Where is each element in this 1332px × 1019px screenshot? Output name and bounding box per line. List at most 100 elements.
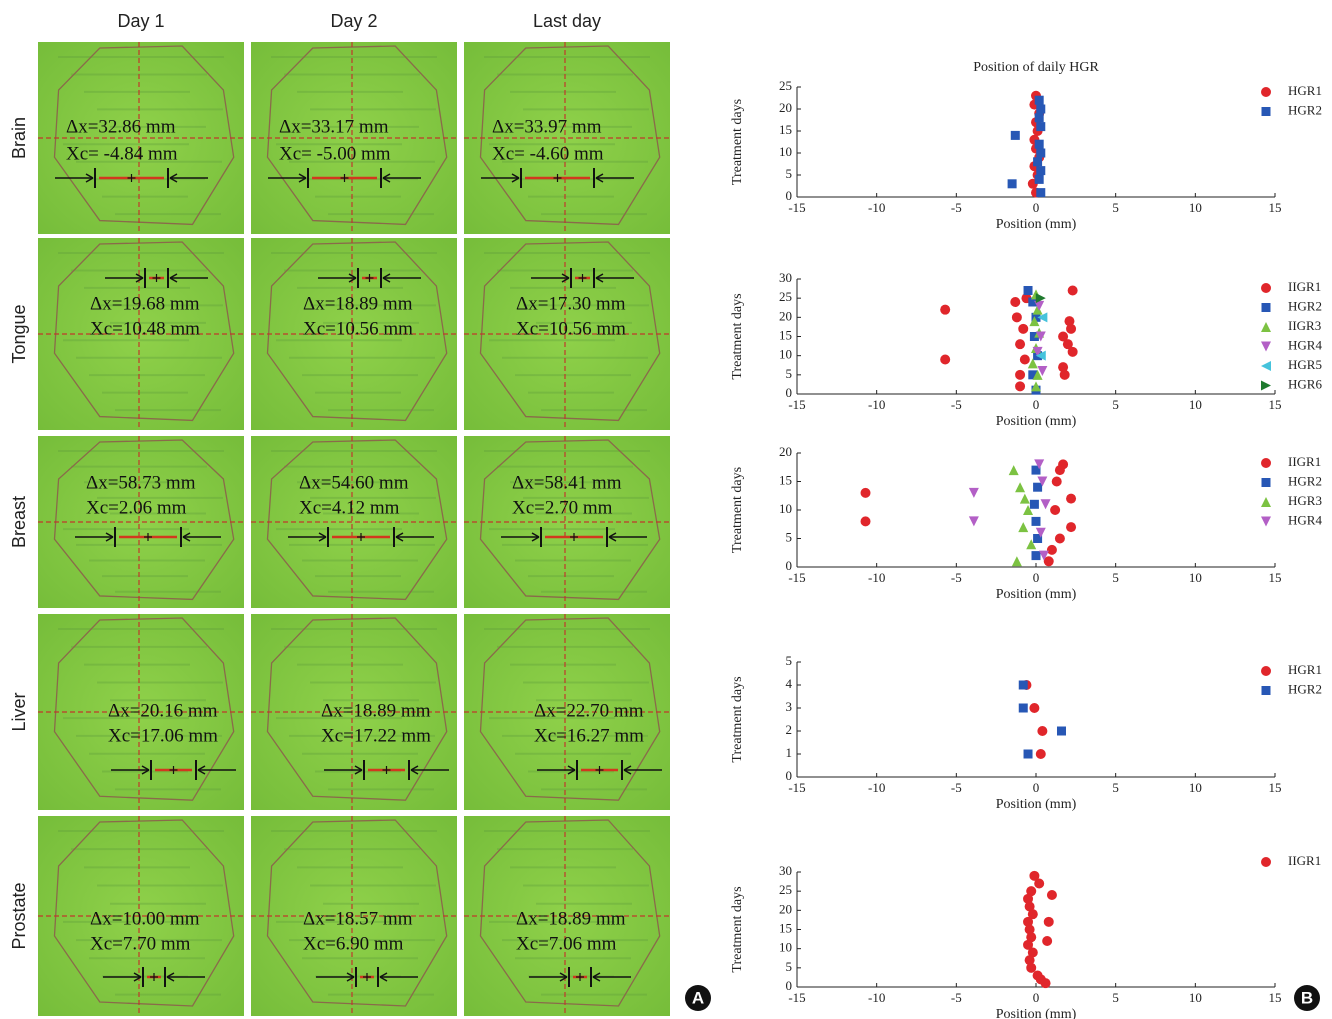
row-label: Breast xyxy=(9,496,29,548)
scatter-chart: -15-10-5051015051015202530Position (mm)T… xyxy=(730,270,1322,429)
delta-x: Δx=10.00 mm xyxy=(90,908,200,929)
point xyxy=(1015,381,1025,391)
x-tick-label: 5 xyxy=(1112,990,1119,1005)
y-tick-label: 20 xyxy=(779,308,792,323)
x-tick-label: 0 xyxy=(1033,397,1040,412)
legend-marker xyxy=(1261,497,1271,507)
legend-label: HGR2 xyxy=(1288,102,1322,117)
xc: Xc=10.56 mm xyxy=(516,318,626,339)
image-cell: Δx=18.57 mmXc=6.90 mm xyxy=(251,816,457,1016)
point xyxy=(1036,122,1045,131)
image-cell: Δx=32.86 mmXc= -4.84 mm xyxy=(38,42,244,234)
x-tick-label: -5 xyxy=(951,780,962,795)
y-tick-label: 5 xyxy=(786,529,793,544)
point xyxy=(1015,339,1025,349)
image-cell: Δx=10.00 mmXc=7.70 mm xyxy=(38,816,244,1016)
legend-marker xyxy=(1261,857,1271,867)
image-cell: Δx=18.89 mm Xc=7.06 mm xyxy=(464,816,670,1016)
point xyxy=(969,488,979,498)
legend-marker xyxy=(1262,107,1271,116)
point xyxy=(1015,482,1025,492)
image-bg xyxy=(38,436,244,608)
legend-label: IIGR1 xyxy=(1288,853,1321,868)
delta-x: Δx=18.89 mm xyxy=(516,908,626,929)
y-tick-label: 5 xyxy=(786,959,793,974)
image-bg xyxy=(38,42,244,234)
point xyxy=(1036,188,1045,197)
point xyxy=(1036,149,1045,158)
legend-label: HGR1 xyxy=(1288,662,1322,677)
x-axis-label: Position (mm) xyxy=(996,587,1077,602)
point xyxy=(940,305,950,315)
delta-x: Δx=58.73 mm xyxy=(86,472,196,493)
x-tick-label: 5 xyxy=(1112,570,1119,585)
y-tick-label: 20 xyxy=(779,901,792,916)
point xyxy=(1009,465,1019,475)
x-axis-label: Position (mm) xyxy=(996,1007,1077,1019)
legend-marker xyxy=(1261,283,1271,293)
xc: Xc= -4.60 mm xyxy=(492,143,604,164)
x-tick-label: 15 xyxy=(1269,200,1282,215)
delta-x: Δx=18.89 mm xyxy=(303,293,413,314)
image-cell: Δx=33.97 mm Xc= -4.60 mm xyxy=(464,42,670,234)
legend-marker xyxy=(1262,478,1271,487)
column-header: Last day xyxy=(533,11,601,31)
y-axis-label: Treatment days xyxy=(730,99,745,185)
image-bg xyxy=(464,42,670,234)
legend-marker xyxy=(1261,458,1271,468)
legend-label: HGR5 xyxy=(1288,357,1322,372)
y-tick-label: 5 xyxy=(786,653,793,668)
y-tick-label: 0 xyxy=(786,558,793,573)
point xyxy=(1034,879,1044,889)
point xyxy=(1035,96,1044,105)
delta-x: Δx=22.70 mm xyxy=(534,700,644,721)
point xyxy=(1060,370,1070,380)
point xyxy=(861,488,871,498)
image-cell: Δx=20.16 mmXc=17.06 mm xyxy=(38,614,244,810)
y-axis-label: Treatment days xyxy=(730,467,745,553)
point xyxy=(940,355,950,365)
legend-marker xyxy=(1261,666,1271,676)
delta-x: Δx=33.97 mm xyxy=(492,116,602,137)
xc: Xc=16.27 mm xyxy=(534,725,644,746)
point xyxy=(1019,681,1028,690)
y-tick-label: 10 xyxy=(779,940,792,955)
point xyxy=(1050,505,1060,515)
point xyxy=(1047,545,1057,555)
y-axis-label: Treatment days xyxy=(730,293,745,379)
point xyxy=(1057,727,1066,736)
xc: Xc=7.06 mm xyxy=(516,933,617,954)
x-tick-label: 0 xyxy=(1033,200,1040,215)
legend-label: IIGR1 xyxy=(1288,454,1321,469)
point xyxy=(1041,978,1051,988)
point xyxy=(1018,324,1028,334)
y-tick-label: 3 xyxy=(786,699,793,714)
y-tick-label: 5 xyxy=(786,166,793,181)
delta-x: Δx=20.16 mm xyxy=(108,700,218,721)
point xyxy=(1035,113,1044,122)
delta-x: Δx=33.17 mm xyxy=(279,116,389,137)
point xyxy=(1033,157,1042,166)
point xyxy=(1030,500,1039,509)
scatter-chart: -15-10-50510150510152025Position of dail… xyxy=(730,60,1322,232)
point xyxy=(1035,175,1044,184)
image-cell: Δx=33.17 mmXc= -5.00 mm xyxy=(251,42,457,234)
y-tick-label: 0 xyxy=(786,188,793,203)
x-tick-label: -10 xyxy=(868,780,885,795)
point xyxy=(969,516,979,526)
row-label: Liver xyxy=(9,692,29,731)
page: {"panel_labels": ["A", "B"], "panel_a": … xyxy=(0,0,1332,1019)
y-tick-label: 10 xyxy=(779,144,792,159)
xc: Xc=2.06 mm xyxy=(86,497,187,518)
point xyxy=(1041,499,1051,509)
x-tick-label: 10 xyxy=(1189,780,1202,795)
y-tick-label: 15 xyxy=(779,327,792,342)
x-tick-label: -5 xyxy=(951,990,962,1005)
point xyxy=(1024,750,1033,759)
xc: Xc= -4.84 mm xyxy=(66,143,178,164)
y-tick-label: 20 xyxy=(779,100,792,115)
xc: Xc=6.90 mm xyxy=(303,933,404,954)
point xyxy=(1010,297,1020,307)
